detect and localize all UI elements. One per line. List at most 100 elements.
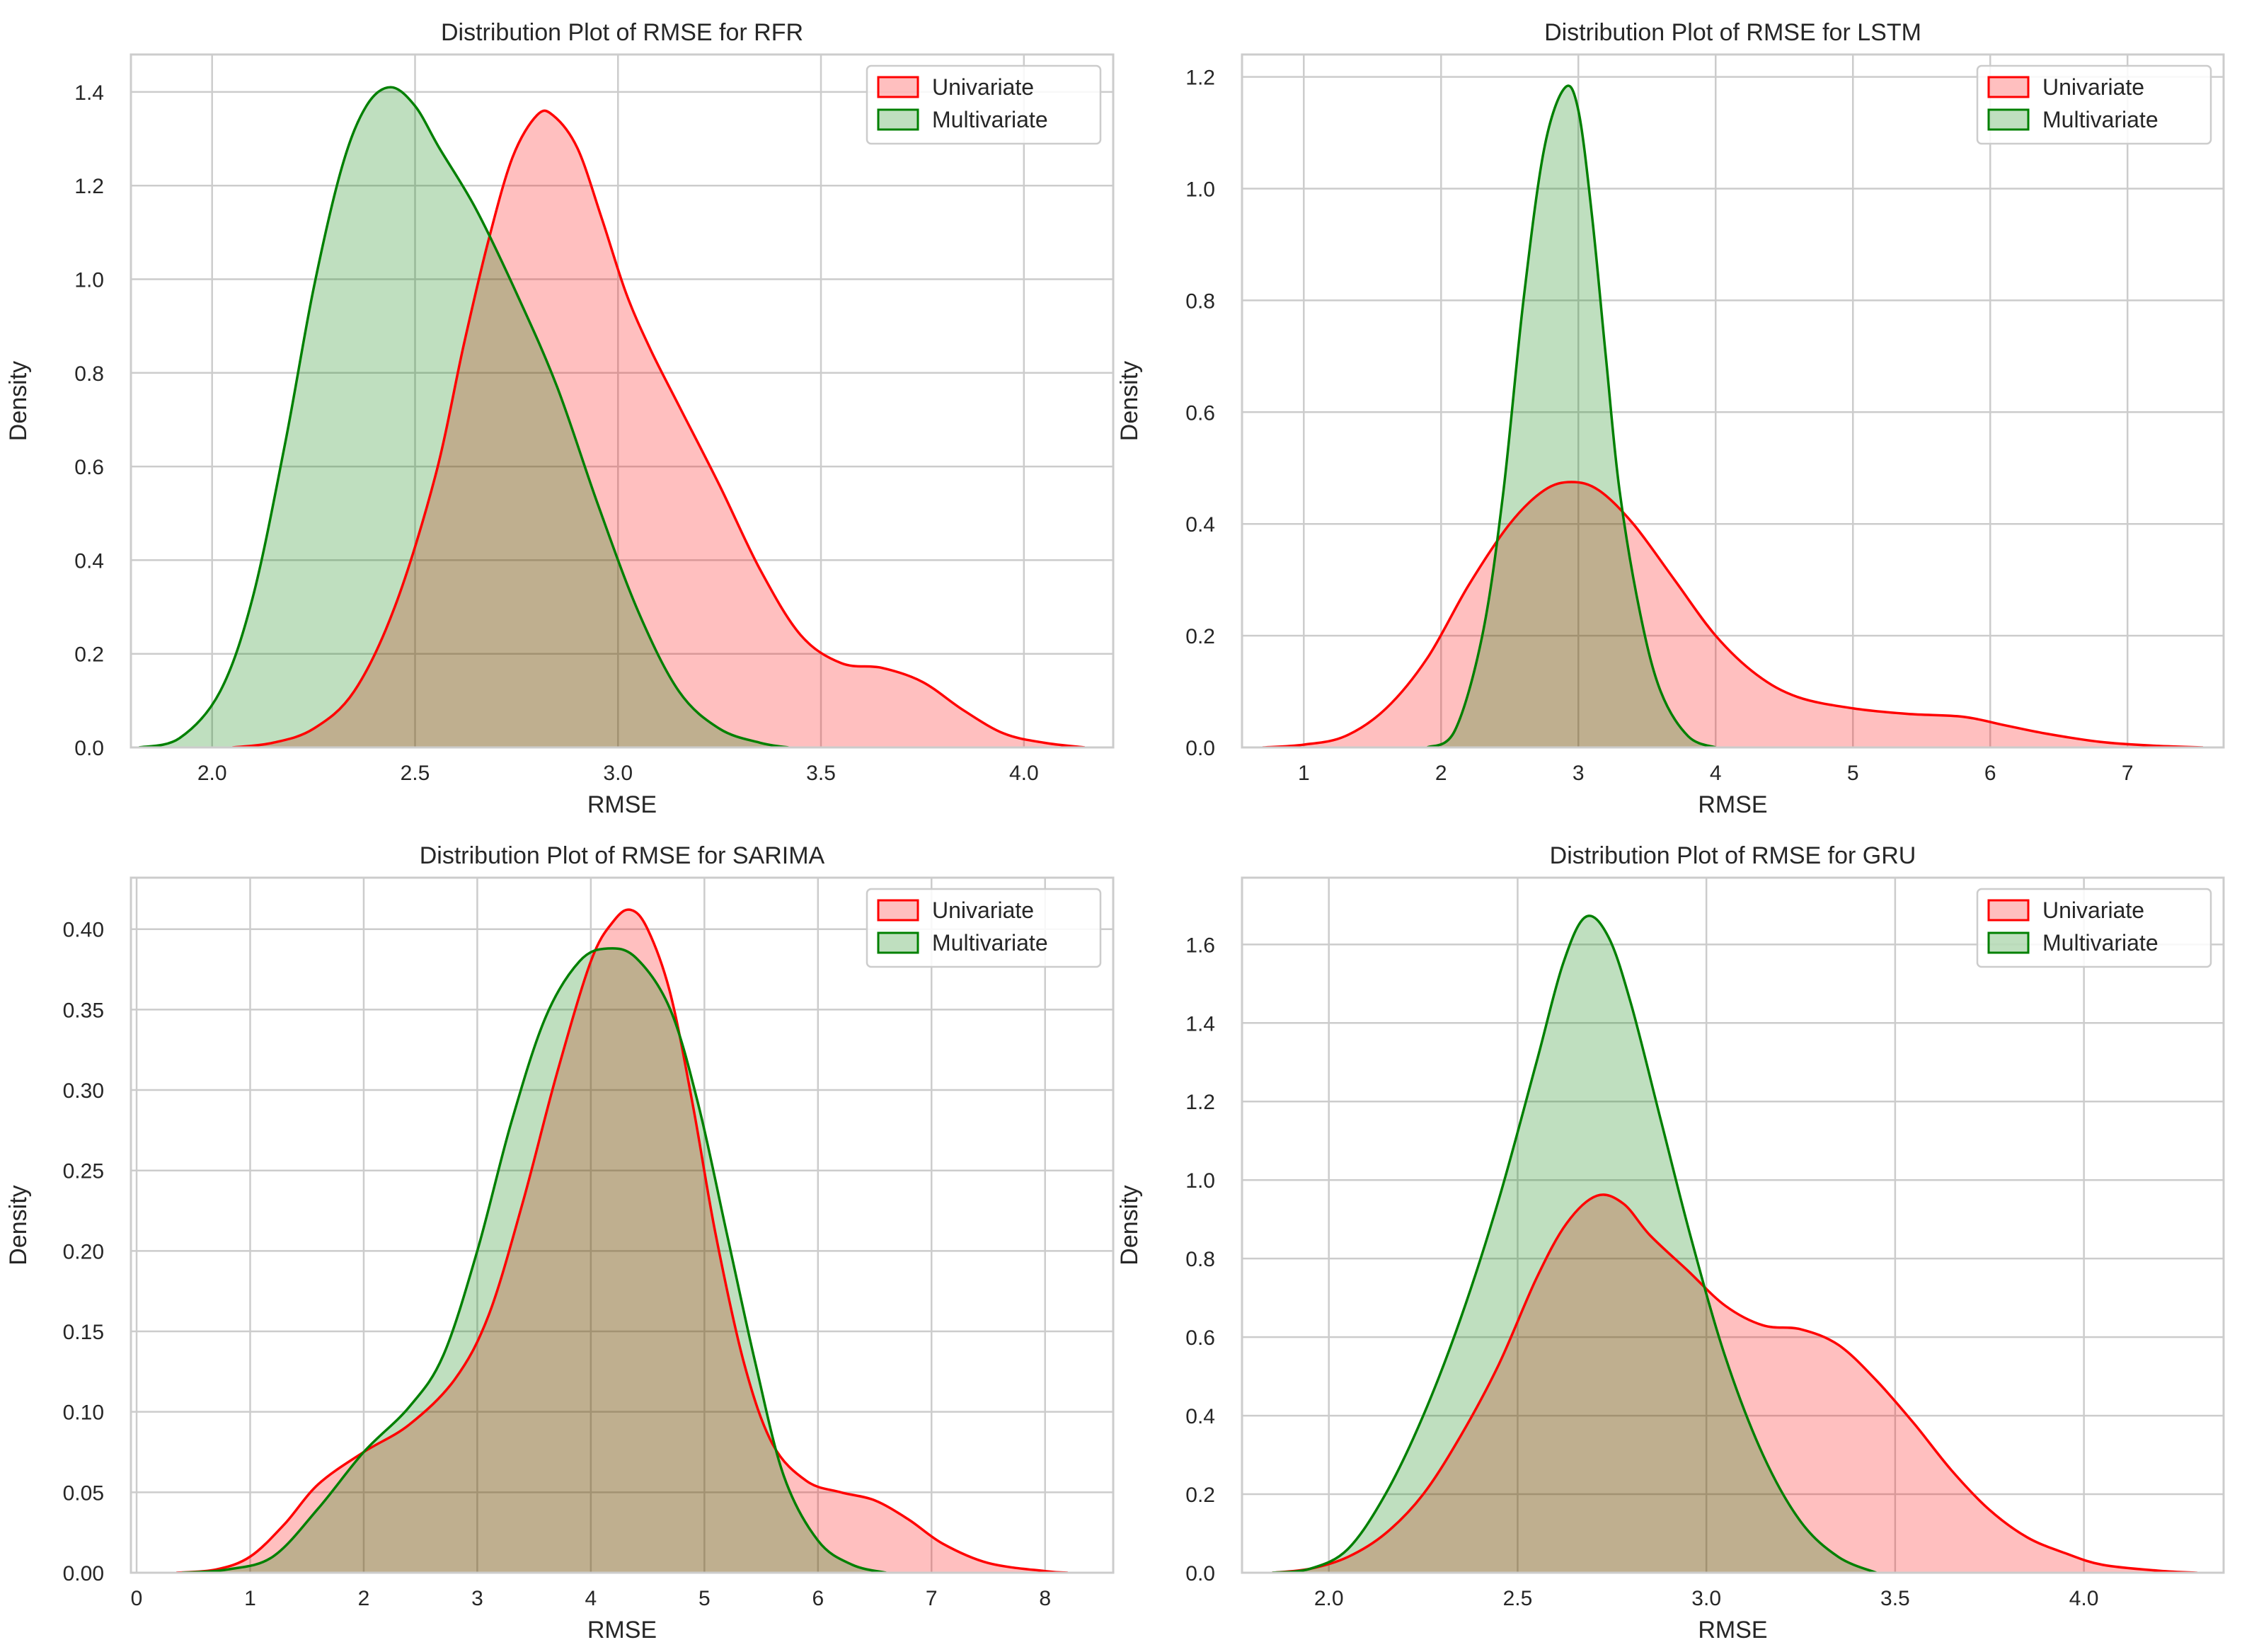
legend-swatch-multivariate xyxy=(1987,108,2030,131)
y-axis-label: Density xyxy=(5,1185,32,1265)
y-tick-label: 0.15 xyxy=(63,1321,104,1344)
y-tick-label: 1.4 xyxy=(1185,1012,1215,1036)
y-tick-label: 1.4 xyxy=(74,81,104,105)
y-tick-label: 0.0 xyxy=(1185,1562,1215,1585)
density-areas xyxy=(139,86,1086,747)
chart-title: Distribution Plot of RMSE for GRU xyxy=(1550,842,1916,869)
x-tick-label: 3 xyxy=(1573,762,1585,785)
legend-label-univariate: Univariate xyxy=(2042,74,2144,100)
y-tick-label: 0.05 xyxy=(63,1481,104,1505)
y-tick-label: 1.0 xyxy=(1185,1169,1215,1193)
y-axis-label: Density xyxy=(1116,1185,1143,1265)
y-tick-label: 1.0 xyxy=(74,269,104,292)
legend: Univariate Multivariate xyxy=(866,888,1102,968)
x-tick-label: 4 xyxy=(1710,762,1722,785)
grid xyxy=(1242,55,2224,749)
y-axis-label: Density xyxy=(1116,361,1143,441)
univariate-density-line xyxy=(1262,481,2203,747)
y-tick-label: 0.8 xyxy=(1185,1248,1215,1271)
legend-box xyxy=(866,888,1102,968)
y-tick-label: 1.2 xyxy=(1185,1091,1215,1114)
density-areas xyxy=(176,908,1068,1573)
x-tick-label: 3.5 xyxy=(1880,1587,1910,1610)
y-tick-label: 0.4 xyxy=(1185,1405,1215,1428)
y-tick-label: 0.40 xyxy=(63,919,104,942)
y-tick-label: 0.25 xyxy=(63,1160,104,1183)
x-tick-label: 6 xyxy=(1984,762,1996,785)
x-tick-label: 0 xyxy=(131,1587,143,1610)
y-tick-label: 0.6 xyxy=(74,456,104,479)
legend-label-multivariate: Multivariate xyxy=(2042,930,2158,956)
legend-swatch-multivariate xyxy=(877,931,919,954)
y-tick-label: 1.0 xyxy=(1185,178,1215,201)
x-tick-label: 2 xyxy=(358,1587,370,1610)
y-tick-label: 0.2 xyxy=(1185,625,1215,648)
y-tick-label: 1.2 xyxy=(74,175,104,198)
y-tick-label: 0.6 xyxy=(1185,401,1215,425)
univariate-density-fill xyxy=(232,110,1085,747)
x-tick-label: 2.5 xyxy=(401,762,430,785)
y-tick-label: 0.35 xyxy=(63,999,104,1022)
legend: Univariate Multivariate xyxy=(1976,888,2212,968)
x-tick-label: 4 xyxy=(585,1587,597,1610)
legend-label-multivariate: Multivariate xyxy=(932,930,1048,956)
density-areas xyxy=(1262,84,2203,747)
legend-box xyxy=(1976,888,2212,968)
legend-label-univariate: Univariate xyxy=(932,897,1034,923)
multivariate-density-line xyxy=(1272,914,1877,1573)
multivariate-density-fill xyxy=(182,948,887,1573)
legend-swatch-univariate xyxy=(877,899,919,922)
x-tick-label: 4.0 xyxy=(1009,762,1039,785)
axes-frame xyxy=(1241,876,2225,1574)
x-tick-label: 3 xyxy=(471,1587,483,1610)
y-tick-label: 0.8 xyxy=(1185,289,1215,313)
multivariate-density-line xyxy=(139,86,789,747)
x-tick-label: 2.5 xyxy=(1503,1587,1533,1610)
y-tick-label: 0.8 xyxy=(74,362,104,386)
axes-frame xyxy=(130,53,1115,749)
chart-title: Distribution Plot of RMSE for RFR xyxy=(441,19,803,46)
x-tick-label: 6 xyxy=(812,1587,824,1610)
x-axis-label: RMSE xyxy=(1698,791,1767,818)
y-tick-label: 0.0 xyxy=(74,737,104,760)
legend-swatch-univariate xyxy=(1987,76,2030,98)
x-tick-label: 3.0 xyxy=(1691,1587,1721,1610)
x-tick-label: 1 xyxy=(1298,762,1310,785)
x-axis-label: RMSE xyxy=(1698,1617,1767,1644)
y-tick-label: 0.2 xyxy=(74,643,104,667)
x-tick-label: 1 xyxy=(244,1587,256,1610)
subplot-lstm: 1 2 3 4 5 6 7 0.0 0.2 0.4 0.6 0.8 1.0 1.2 RMSE Density D… xyxy=(1116,19,2225,818)
legend-swatch-univariate xyxy=(1987,899,2030,922)
univariate-density-fill xyxy=(176,910,1068,1573)
y-tick-label: 0.0 xyxy=(1185,737,1215,760)
axes-frame xyxy=(1241,53,2225,749)
chart-title: Distribution Plot of RMSE for LSTM xyxy=(1544,19,1921,46)
multivariate-density-fill xyxy=(1427,86,1716,747)
legend-swatch-multivariate xyxy=(1987,931,2030,954)
subplot-rfr: 2.0 2.5 3.0 3.5 4.0 0.0 0.2 0.4 0.6 0.8 1.0 1.2 1.4 R… xyxy=(5,19,1115,818)
univariate-density-line xyxy=(232,109,1086,747)
x-tick-label: 2 xyxy=(1435,762,1447,785)
y-tick-label: 0.30 xyxy=(63,1079,104,1103)
legend-label-multivariate: Multivariate xyxy=(932,107,1048,132)
y-tick-label: 1.2 xyxy=(1185,67,1215,90)
axes-frame xyxy=(130,876,1115,1574)
y-tick-label: 0.10 xyxy=(63,1401,104,1425)
univariate-density-fill xyxy=(1263,481,2203,747)
x-tick-label: 7 xyxy=(2122,762,2134,785)
y-tick-label: 0.00 xyxy=(63,1562,104,1585)
x-axis-label: RMSE xyxy=(587,1617,657,1644)
legend-box xyxy=(866,64,1102,145)
legend-label-univariate: Univariate xyxy=(2042,897,2144,923)
chart-title: Distribution Plot of RMSE for SARIMA xyxy=(420,842,825,869)
y-tick-label: 0.4 xyxy=(1185,513,1215,537)
multivariate-density-line xyxy=(182,947,887,1573)
legend: Univariate Multivariate xyxy=(1976,64,2212,145)
x-tick-label: 3.0 xyxy=(603,762,633,785)
density-areas xyxy=(1272,914,2197,1573)
y-tick-label: 0.6 xyxy=(1185,1326,1215,1350)
legend-label-univariate: Univariate xyxy=(932,74,1034,100)
x-tick-label: 2.0 xyxy=(197,762,227,785)
x-tick-label: 5 xyxy=(699,1587,711,1610)
